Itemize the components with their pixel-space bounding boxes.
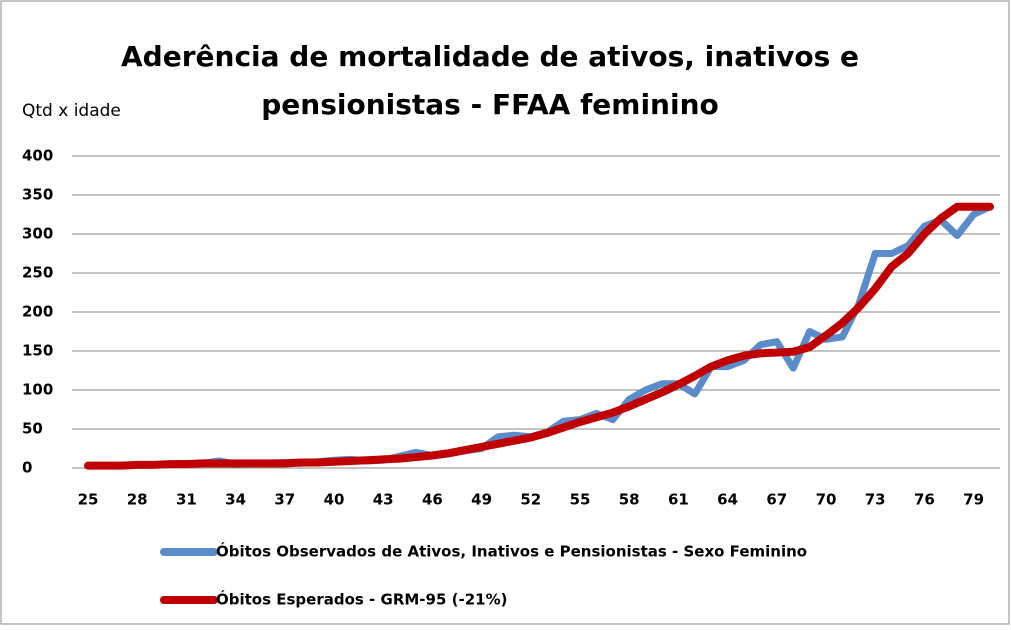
legend-label: Óbitos Observados de Ativos, Inativos e … bbox=[216, 542, 807, 561]
x-tick-label: 31 bbox=[176, 491, 197, 509]
legend-label: Óbitos Esperados - GRM-95 (-21%) bbox=[216, 590, 507, 609]
x-tick-label: 52 bbox=[520, 491, 541, 509]
x-tick-label: 46 bbox=[422, 491, 443, 509]
x-tick-label: 61 bbox=[668, 491, 689, 509]
series-line bbox=[84, 202, 994, 470]
y-tick-label: 50 bbox=[22, 420, 43, 438]
x-tick-label: 79 bbox=[963, 491, 984, 509]
y-tick-label: 100 bbox=[22, 381, 53, 399]
x-tick-label: 70 bbox=[816, 491, 837, 509]
x-tick-label: 58 bbox=[619, 491, 640, 509]
x-tick-label: 43 bbox=[373, 491, 394, 509]
x-tick-label: 73 bbox=[865, 491, 886, 509]
y-tick-label: 0 bbox=[22, 459, 32, 477]
y-axis-label: Qtd x idade bbox=[22, 101, 121, 121]
chart-title: Aderência de mortalidade de ativos, inat… bbox=[121, 40, 859, 73]
x-tick-label: 49 bbox=[471, 491, 492, 509]
x-tick-label: 34 bbox=[225, 491, 246, 509]
x-tick-label: 76 bbox=[914, 491, 935, 509]
chart-title: pensionistas - FFAA feminino bbox=[261, 88, 719, 121]
x-tick-label: 67 bbox=[766, 491, 787, 509]
x-tick-label: 64 bbox=[717, 491, 738, 509]
y-tick-label: 250 bbox=[22, 264, 53, 282]
y-tick-label: 400 bbox=[22, 147, 53, 165]
x-tick-label: 28 bbox=[127, 491, 148, 509]
y-tick-label: 150 bbox=[22, 342, 53, 360]
x-tick-label: 55 bbox=[570, 491, 591, 509]
y-tick-label: 350 bbox=[22, 186, 53, 204]
y-tick-label: 200 bbox=[22, 303, 53, 321]
x-tick-label: 37 bbox=[274, 491, 295, 509]
x-tick-label: 25 bbox=[78, 491, 99, 509]
x-tick-label: 40 bbox=[324, 491, 345, 509]
y-tick-label: 300 bbox=[22, 225, 53, 243]
